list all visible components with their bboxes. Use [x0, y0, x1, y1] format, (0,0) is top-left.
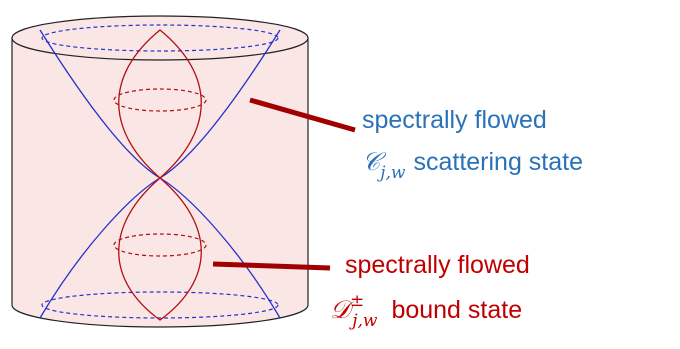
cylinder [12, 16, 308, 327]
label-text: bound state [391, 296, 522, 324]
subscript: j,w [348, 311, 378, 331]
page: spectrally flowed 𝒞j,wscattering state s… [0, 0, 680, 344]
label-line: spectrally flowed [345, 251, 530, 279]
diagram: spectrally flowed 𝒞j,wscattering state s… [0, 0, 680, 344]
subscript: j,w [376, 163, 406, 183]
superscript: ± [350, 291, 364, 311]
label-line: spectrally flowed [362, 106, 547, 134]
label-text: scattering state [413, 148, 583, 176]
